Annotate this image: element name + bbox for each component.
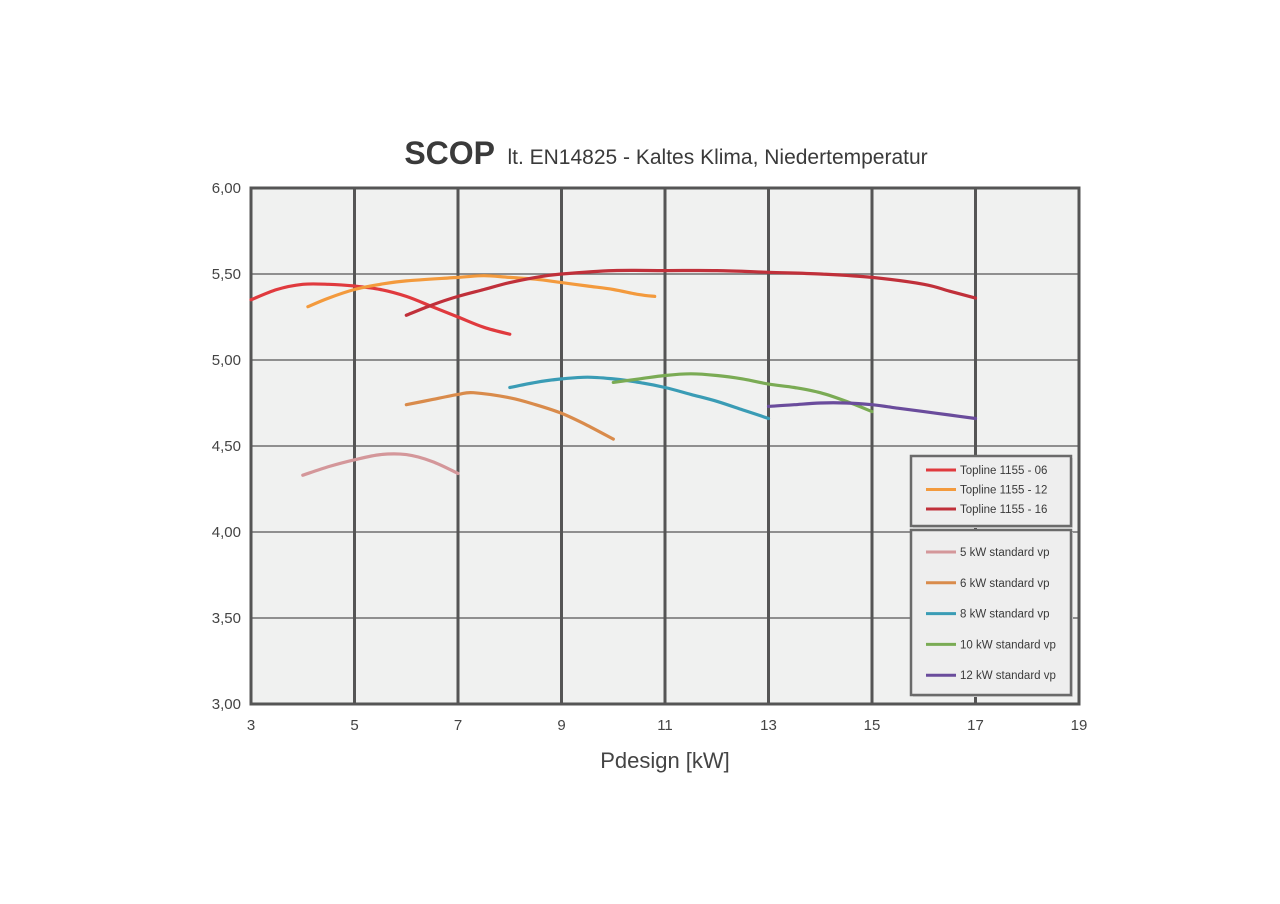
plot-border (249, 186, 1081, 706)
legend-label: Topline 1155 - 06 (960, 465, 1047, 477)
series-line-topline-1155-06 (249, 282, 512, 336)
x-tick-label: 5 (350, 717, 358, 734)
legend-label: 5 kW standard vp (960, 547, 1049, 559)
legend-label: 12 kW standard vp (960, 670, 1056, 682)
legend-label: Topline 1155 - 12 (960, 485, 1047, 497)
chart-title-main: SCOP (404, 135, 495, 171)
series-line-6-kw-standard-vp (404, 390, 615, 441)
legend-label: 10 kW standard vp (960, 639, 1056, 651)
y-tick-label: 5,00 (212, 352, 241, 369)
legend-label: Topline 1155 - 16 (960, 504, 1047, 516)
series-line-8-kw-standard-vp (508, 375, 771, 421)
y-tick-label: 3,00 (212, 696, 241, 713)
y-tick-label: 3,50 (212, 610, 241, 627)
y-tick-label: 4,00 (212, 524, 241, 541)
x-tick-label: 17 (967, 717, 984, 734)
chart-subtitle: lt. EN14825 - Kaltes Klima, Niedertemper… (507, 146, 927, 169)
grid (249, 186, 1081, 706)
series-line-5-kw-standard-vp (301, 452, 460, 477)
chart-title: SCOP lt. EN14825 - Kaltes Klima, Niedert… (404, 135, 927, 171)
series-line-topline-1155-12 (306, 274, 657, 309)
x-tick-label: 15 (864, 717, 881, 734)
x-axis-label: Pdesign [kW] (600, 748, 730, 773)
x-tick-label: 7 (454, 717, 462, 734)
axes: 3,00 3,50 4,00 4,50 5,00 5,50 6,00 3 5 7 9 11 13 15 17… (212, 180, 1088, 734)
legend-label: 6 kW standard vp (960, 578, 1049, 590)
series-line-10-kw-standard-vp (611, 372, 874, 414)
legend-label: 8 kW standard vp (960, 609, 1049, 621)
legend: Topline 1155 - 06 Topline 1155 - 12 Toplin… (909, 454, 1073, 697)
series-lines (249, 268, 978, 477)
x-tick-label: 9 (557, 717, 565, 734)
y-tick-label: 4,50 (212, 438, 241, 455)
series-line-topline-1155-16 (404, 268, 978, 317)
y-tick-label: 6,00 (212, 180, 241, 197)
x-tick-label: 13 (760, 717, 777, 734)
y-tick-label: 5,50 (212, 266, 241, 283)
series-line-12-kw-standard-vp (766, 401, 978, 421)
x-tick-label: 11 (657, 717, 673, 734)
x-tick-label: 3 (247, 717, 255, 734)
x-tick-label: 19 (1071, 717, 1088, 734)
